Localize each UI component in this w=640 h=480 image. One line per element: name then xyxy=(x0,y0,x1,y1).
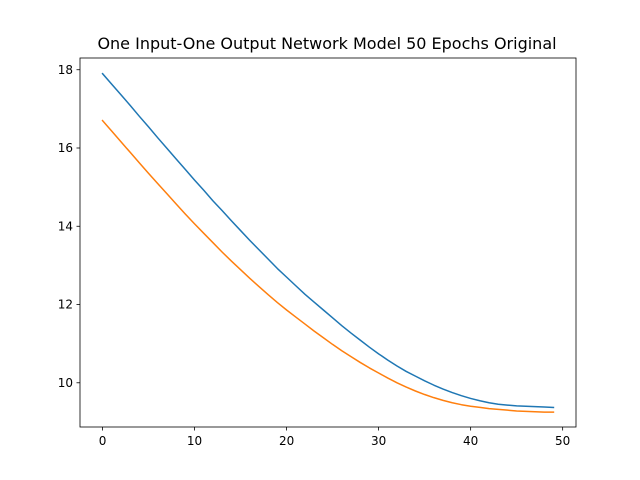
y-tick-label: 12 xyxy=(58,298,73,312)
x-tick-label: 20 xyxy=(279,434,294,448)
y-axis: 10 12 14 16 18 xyxy=(58,63,80,390)
x-tick-label: 0 xyxy=(99,434,107,448)
series-layer xyxy=(101,72,555,413)
y-tick-label: 10 xyxy=(58,376,73,390)
x-axis: 0 10 20 30 40 50 xyxy=(99,427,570,448)
x-tick-label: 50 xyxy=(555,434,570,448)
x-tick-label: 40 xyxy=(463,434,478,448)
x-tick-label: 30 xyxy=(371,434,386,448)
series-line-2 xyxy=(101,119,555,413)
plot-area-frame xyxy=(79,57,577,428)
y-tick-label: 14 xyxy=(58,219,73,233)
y-tick-label: 16 xyxy=(58,141,73,155)
x-tick-label: 10 xyxy=(187,434,202,448)
y-tick-label: 18 xyxy=(58,63,73,77)
chart-title: One Input-One Output Network Model 50 Ep… xyxy=(97,34,556,53)
series-line-1 xyxy=(101,72,555,409)
